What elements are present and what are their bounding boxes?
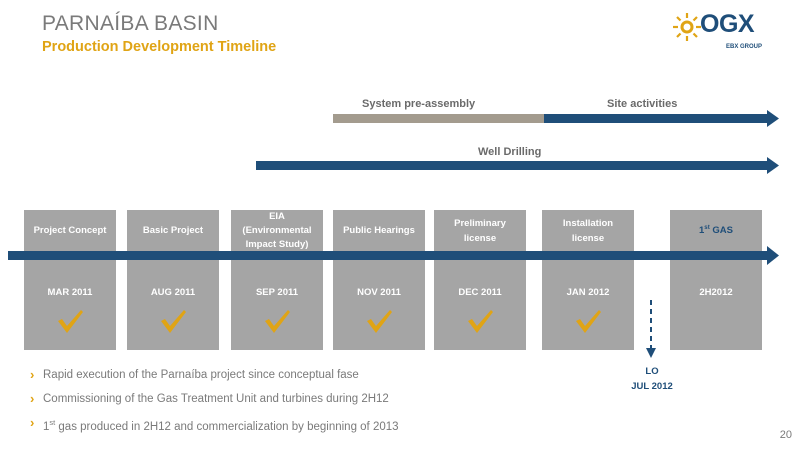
page-title: PARNAÍBA BASIN	[42, 12, 219, 35]
site-activities-arrowhead	[767, 110, 779, 127]
well-drilling-arrowhead	[767, 157, 779, 174]
milestone-label: Installation license	[562, 217, 614, 244]
lo-date: JUL 2012	[631, 381, 673, 392]
milestone-box: Basic Project AUG 2011	[127, 210, 219, 350]
lo-label: LO	[645, 366, 659, 377]
logo-brand: OGX	[700, 10, 755, 38]
milestone-label: 1st GAS	[698, 224, 733, 237]
milestone-date: AUG 2011	[150, 287, 196, 298]
milestone-date: NOV 2011	[357, 287, 401, 298]
bullet-item: › Commissioning of the Gas Treatment Unit…	[30, 391, 389, 406]
page-subtitle: Production Development Timeline	[42, 39, 277, 55]
checkmark-icon	[265, 310, 290, 333]
checkmark-icon	[367, 310, 392, 333]
milestone-label: Basic Project	[142, 225, 204, 237]
milestone-label: Public Hearings	[343, 225, 415, 237]
well-drilling-label: Well Drilling	[478, 146, 542, 158]
page-number: 20	[779, 429, 792, 441]
milestone-box: 1st GAS 2H2012	[670, 210, 762, 350]
milestone-date: MAR 2011	[47, 287, 93, 298]
bullet-list: › Rapid execution of the Parnaíba project…	[30, 366, 399, 438]
lo-arrowhead	[646, 348, 656, 358]
milestone-box: Public Hearings NOV 2011	[333, 210, 425, 350]
site-activities-bar	[544, 114, 768, 123]
milestone-date: 2H2012	[699, 287, 733, 298]
milestone-date: SEP 2011	[255, 287, 299, 298]
milestone-label: EIA (Environmental Impact Study)	[242, 210, 312, 251]
site-activities-label: Site activities	[607, 98, 678, 110]
checkmark-icon	[468, 310, 493, 333]
chevron-right-icon: ›	[30, 367, 35, 382]
chevron-right-icon: ›	[30, 391, 35, 406]
main-timeline-arrowhead	[767, 246, 779, 265]
milestone-date: DEC 2011	[458, 287, 502, 298]
logo-group: EBX GROUP	[726, 44, 763, 50]
milestone-box: Installation license JAN 2012	[542, 210, 634, 350]
milestone-label: Project Concept	[33, 225, 107, 237]
ogx-logo: OGX EBX GROUP	[672, 10, 763, 62]
milestone-box: EIA (Environmental Impact Study) SEP 2011	[231, 210, 323, 350]
milestone-box: Preliminary license DEC 2011	[434, 210, 526, 350]
checkmark-icon	[576, 310, 601, 333]
bullet-item: › Rapid execution of the Parnaíba project…	[30, 367, 359, 382]
milestone-box: Project Concept MAR 2011	[24, 210, 116, 350]
milestone-date: JAN 2012	[566, 287, 610, 298]
milestone-label: Preliminary license	[454, 217, 506, 244]
checkmark-icon	[58, 310, 83, 333]
lo-marker: LO JUL 2012	[620, 364, 684, 394]
bullet-3-text: 1st gas produced in 2H12 and commerciali…	[43, 418, 399, 433]
bullet-item: › 1st gas produced in 2H12 and commercial…	[30, 414, 399, 438]
sun-icon	[673, 13, 701, 41]
pre-assembly-bar	[333, 114, 544, 123]
well-drilling-bar	[256, 161, 768, 170]
chevron-right-icon: ›	[30, 415, 35, 430]
pre-assembly-label: System pre-assembly	[362, 98, 476, 110]
checkmark-icon	[161, 310, 186, 333]
